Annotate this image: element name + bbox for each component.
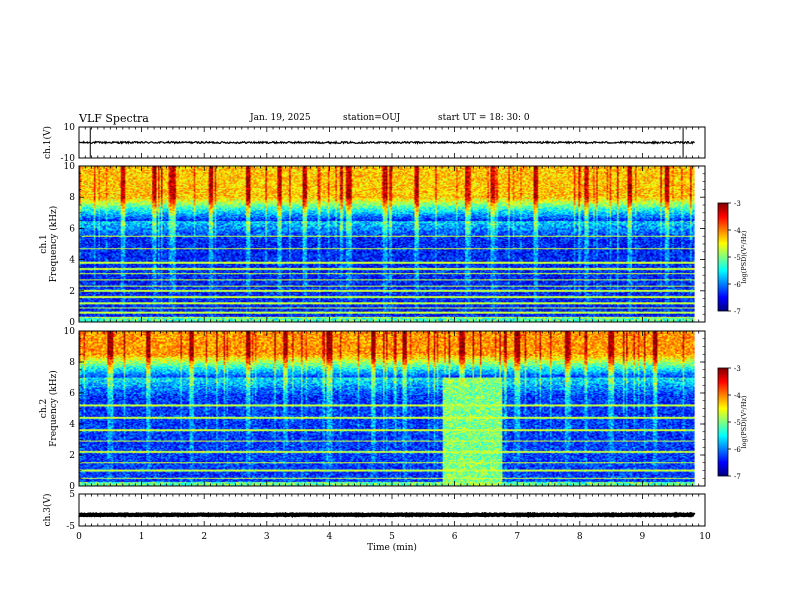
- ch3-waveform-ytick-label: -5: [66, 522, 75, 532]
- ch3-waveform-xtick-label: 6: [452, 532, 458, 542]
- ch1-spectrogram-ytick-label: 0: [69, 318, 75, 328]
- ch2-spectrogram-colorbar-tick-label: -4: [734, 392, 741, 400]
- ch1-waveform-ylabel: ch.1(V): [42, 126, 53, 159]
- ch1-spectrogram-colorbar-tick-label: -6: [734, 281, 741, 289]
- date-label: Jan. 19, 2025: [250, 113, 311, 123]
- ch3-waveform-trace: [78, 511, 696, 518]
- ch2-spectrogram-ytick-label: 10: [64, 327, 76, 337]
- ch2-spectrogram-colorbar-bar: [717, 367, 729, 477]
- ch2-spectrogram-colorbar: -3 -4 -5 -6 -7 log(PSD)(V²/Hz): [717, 365, 748, 481]
- ch2-spectrogram-ytick-label: 6: [69, 389, 75, 399]
- ch1-spectrogram-colorbar-tick-label: -3: [734, 200, 741, 208]
- ch1-waveform-trace: [78, 140, 695, 145]
- plot-title: VLF Spectra: [79, 112, 149, 125]
- spectrogram-layer: [79, 166, 705, 486]
- ch3-waveform-axes: 5 -5 ch.3(V) 0 1 2 3 4 5 6 7 8 9 10 Time (min): [42, 490, 711, 553]
- ch1-waveform-axes: 10 -10 ch.1(V): [42, 123, 706, 164]
- ch1-spectrogram-colorbar-bar: [717, 202, 729, 312]
- ch1-spectrogram-ytick-label: 6: [69, 224, 75, 234]
- ch1-spectrogram-ylabel-1: Frequency (kHz): [48, 206, 59, 283]
- ch1-spectrogram-ytick-label: 8: [69, 193, 75, 203]
- ch3-waveform-xtick-label: 3: [264, 532, 270, 542]
- ch3-waveform-xtick-label: 8: [577, 532, 583, 542]
- ch2-spectrogram-colorbar-tick-label: -6: [734, 446, 741, 454]
- ch1-waveform-ytick-label: -10: [61, 154, 76, 164]
- ch1-spectrogram-colorbar: -3 -4 -5 -6 -7 log(PSD)(V²/Hz): [717, 200, 748, 316]
- ch2-spectrogram-ytick-label: 0: [69, 482, 75, 492]
- station-label: station=OUJ: [343, 113, 401, 123]
- ch2-spectrogram-ylabel-0: ch.2: [39, 399, 49, 418]
- ch3-waveform-xtick-label: 1: [139, 532, 145, 542]
- waveform-layer: [78, 127, 696, 518]
- start-time-label: start UT = 18: 30: 0: [438, 113, 530, 123]
- ch1-spectrogram-image: [79, 166, 705, 322]
- ch1-spectrogram-ytick-label: 2: [69, 287, 75, 297]
- ch1-spectrogram-axes: 0 2 4 6 8 10 ch.1 Frequency (kHz): [39, 162, 706, 328]
- ch1-spectrogram-colorbar-tick-label: -7: [734, 308, 741, 316]
- ch2-spectrogram-axes: 0 2 4 6 8 10 ch.2 Frequency (kHz): [39, 327, 706, 492]
- ch2-spectrogram-colorbar-tick-label: -5: [734, 419, 741, 427]
- ch2-spectrogram-colorbar-label: log(PSD)(V²/Hz): [740, 395, 748, 448]
- ch3-waveform-ylabel: ch.3(V): [42, 494, 53, 527]
- ch2-spectrogram-ytick-label: 4: [69, 420, 75, 430]
- ch3-waveform-xtick-label: 7: [514, 532, 520, 542]
- ch2-spectrogram-colorbar-tick-label: -7: [734, 473, 741, 481]
- ch3-waveform-xtick-label: 9: [640, 532, 646, 542]
- ch1-spectrogram-colorbar-label: log(PSD)(V²/Hz): [740, 230, 748, 283]
- ch3-waveform-xlabel: Time (min): [367, 542, 417, 553]
- ch1-spectrogram-colorbar-tick-label: -5: [734, 254, 741, 262]
- ch2-spectrogram-image: [79, 331, 705, 486]
- ch1-spectrogram-colorbar-tick-label: -4: [734, 227, 741, 235]
- ch1-waveform-ytick-label: 10: [64, 123, 76, 133]
- ch3-waveform-ytick-label: 5: [69, 490, 75, 500]
- ch3-waveform-xtick-label: 2: [201, 532, 207, 542]
- ch1-spectrogram-ytick-label: 10: [64, 162, 76, 172]
- ch3-waveform-xtick-label: 4: [327, 532, 333, 542]
- colorbar-layer: -3 -4 -5 -6 -7 log(PSD)(V²/Hz) -3 -4 -5 -6 -7 log(P…: [717, 200, 748, 481]
- ch2-spectrogram-colorbar-tick-label: -3: [734, 365, 741, 373]
- ch3-waveform-xtick-label: 5: [389, 532, 395, 542]
- ch2-spectrogram-ylabel-1: Frequency (kHz): [48, 370, 59, 447]
- ch2-spectrogram-ytick-label: 8: [69, 358, 75, 368]
- ch1-spectrogram-ytick-label: 4: [69, 256, 75, 266]
- ch2-spectrogram-ytick-label: 2: [69, 451, 75, 461]
- ch3-waveform-xtick-label: 10: [699, 532, 711, 542]
- ch1-spectrogram-ylabel-0: ch.1: [39, 234, 49, 253]
- ch3-waveform-xtick-label: 0: [76, 532, 82, 542]
